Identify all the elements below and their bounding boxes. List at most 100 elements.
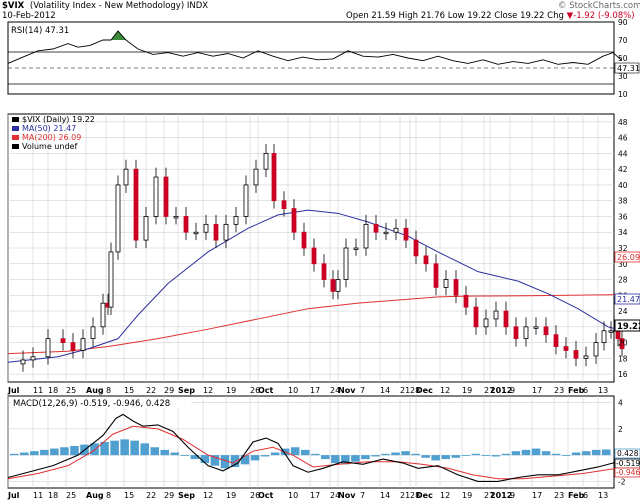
candle (234, 216, 238, 224)
candle (364, 224, 368, 248)
rsi-tick-label: 30 (618, 72, 628, 81)
x-tick-label: Nov (338, 386, 356, 395)
x-tick-label: 29 (164, 386, 174, 395)
macd-histogram-bar (492, 455, 501, 456)
rsi-tick-label: 50 (618, 54, 628, 63)
macd-histogram-bar (161, 450, 170, 455)
candle (184, 216, 188, 232)
macd-line (8, 414, 622, 481)
candle (394, 228, 398, 232)
x-tick-label: 8 (106, 491, 111, 500)
candle (154, 177, 158, 216)
x-tick-label: 9 (510, 491, 515, 500)
price-tick-label: 24 (618, 307, 628, 316)
macd-histogram-bar (572, 453, 581, 456)
price-tick-label: 20 (618, 339, 628, 348)
candle (594, 343, 598, 356)
x-tick-label: 15 (124, 491, 134, 500)
macd-histogram-bar (291, 447, 300, 455)
candle (204, 224, 208, 232)
x-tick-label: 19 (462, 386, 472, 395)
candle (71, 343, 75, 351)
x-tick-label: 23 (554, 491, 564, 500)
candle (134, 169, 138, 240)
x-tick-label: 14 (380, 386, 390, 395)
candle (46, 339, 50, 357)
macd-tick-label: 2 (618, 425, 623, 434)
candle (164, 177, 168, 216)
macd-histogram-bar (512, 451, 521, 455)
x-tick-label: 6 (583, 386, 588, 395)
candle (494, 311, 498, 319)
ma50-tag-text: 21.47 (617, 295, 640, 304)
x-tick-label: 12 (440, 386, 450, 395)
macd-histogram-bar (522, 450, 531, 455)
macd-histogram-bar (542, 451, 551, 455)
macd-histogram-bar (251, 455, 260, 460)
macd-histogram-bar (431, 455, 440, 460)
candle (81, 339, 85, 351)
macd-histogram-bar (421, 455, 430, 458)
macd-histogram-bar (20, 453, 29, 456)
x-tick-label: 12 (440, 491, 450, 500)
price-tick-label: 44 (618, 149, 628, 158)
macd-histogram-bar (331, 455, 340, 463)
close-tag-text: 19.22 (617, 322, 640, 332)
candle (331, 280, 335, 292)
candle (282, 201, 286, 209)
candle (322, 264, 326, 280)
legend-entry: MA(50) 21.47 (22, 124, 76, 133)
price-tick-label: 34 (618, 228, 628, 237)
x-tick-label: 15 (124, 386, 134, 395)
candle (254, 169, 258, 185)
x-tick-label: 17 (532, 386, 542, 395)
price-tick-label: 36 (618, 212, 628, 221)
price-panel: 4846444240383634323028262422201816 $VIX … (8, 114, 640, 382)
x-tick-label: 9 (510, 386, 515, 395)
x-tick-label: Aug (86, 491, 104, 500)
macd-histogram-bar (50, 449, 59, 456)
candle (101, 303, 105, 327)
ma50-line (8, 210, 622, 362)
x-tick-label: 7 (360, 386, 365, 395)
candle (484, 319, 488, 327)
x-tick-label: 2012 (490, 491, 512, 500)
x-tick-label: Oct (258, 386, 274, 395)
macd-histogram-bar (381, 454, 390, 455)
candle (124, 169, 128, 185)
candle (61, 339, 65, 343)
candle (609, 331, 613, 333)
candle (384, 232, 388, 234)
macd-histogram-bar (271, 453, 280, 456)
x-tick-label: Sep (178, 491, 195, 500)
macd-histogram-bar (592, 450, 601, 455)
candle (374, 224, 378, 232)
candle (109, 252, 113, 307)
price-tick-label: 46 (618, 134, 628, 143)
candle (534, 327, 538, 329)
candle (544, 327, 548, 335)
candle (244, 185, 248, 217)
x-tick-label: 13 (598, 386, 608, 395)
x-tick-label: 19 (226, 386, 236, 395)
candle (474, 307, 478, 327)
candle (514, 327, 518, 339)
macd-histogram-bar (171, 453, 180, 456)
x-tick-label: 22 (146, 386, 156, 395)
x-tick-label: 12 (203, 386, 213, 395)
macd-tick-label: 4 (618, 399, 623, 408)
candle (404, 228, 408, 240)
legend-entry: $VIX (Daily) 19.22 (22, 115, 95, 124)
x-tick-label: 21 (400, 491, 410, 500)
red-line-icon (12, 135, 19, 140)
candle (434, 264, 438, 288)
macd-histogram-bar (401, 451, 410, 455)
x-tick-label: Jul (7, 386, 20, 395)
rsi-label: RSI(14) 47.31 (11, 26, 69, 36)
x-tick-label: 11 (33, 491, 43, 500)
rsi-tick-label: 10 (618, 90, 628, 99)
volume-icon (12, 144, 19, 149)
candle (116, 185, 120, 252)
macd-histogram-bar (602, 449, 611, 455)
